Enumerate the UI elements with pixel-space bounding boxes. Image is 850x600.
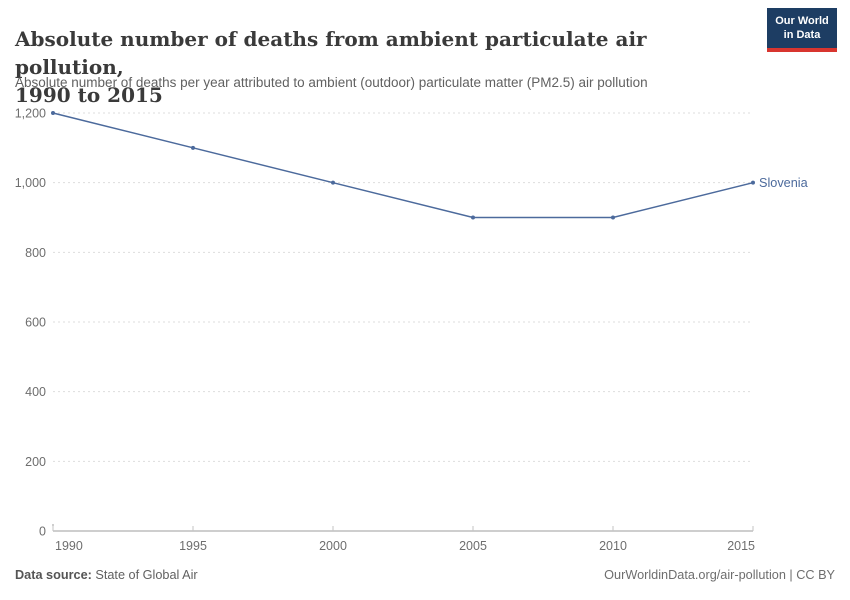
slovenia-line[interactable] — [52, 112, 754, 219]
x-tick-label: 2005 — [459, 539, 487, 553]
line-chart-svg: 0 200 400 600 800 1,000 1,200 1990 1995 2000 2005 2… — [15, 107, 809, 554]
line-chart-area[interactable]: 0 200 400 600 800 1,000 1,200 1990 1995 2000 2005 2… — [0, 100, 850, 560]
owid-logo: Our World in Data — [767, 8, 837, 52]
slovenia-data-point[interactable] — [51, 111, 55, 115]
chart-subtitle: Absolute number of deaths per year attri… — [15, 75, 648, 90]
chart-footer: Data source: State of Global Air OurWorl… — [15, 568, 835, 582]
slovenia-data-point[interactable] — [331, 180, 335, 185]
y-tick-label: 600 — [25, 316, 46, 330]
slovenia-data-point[interactable] — [471, 215, 475, 220]
slovenia-data-point[interactable] — [191, 145, 195, 150]
y-tick-label: 1,000 — [15, 176, 46, 190]
x-tick-label: 2010 — [599, 539, 627, 553]
slovenia-data-point[interactable] — [751, 180, 755, 185]
y-tick-label: 1,200 — [15, 107, 46, 121]
x-tick-label: 1995 — [179, 539, 207, 553]
x-tick-label: 2000 — [319, 539, 347, 553]
series-end-label: Slovenia — [759, 176, 809, 190]
y-tick-label: 200 — [25, 455, 46, 469]
y-tick-label: 0 — [39, 525, 46, 539]
page-title: Absolute number of deaths from ambient p… — [15, 25, 745, 109]
y-tick-label: 400 — [25, 385, 46, 399]
data-source: Data source: State of Global Air — [15, 568, 198, 582]
page-title-line2: 1990 to 2015 — [15, 83, 163, 108]
page-title-line1: Absolute number of deaths from ambient p… — [15, 27, 647, 80]
slovenia-data-point[interactable] — [611, 215, 615, 220]
x-tick-label: 2015 — [727, 539, 755, 553]
data-source-value: State of Global Air — [95, 568, 198, 582]
attribution-link[interactable]: OurWorldinData.org/air-pollution | CC BY — [604, 568, 835, 582]
x-tick-label: 1990 — [55, 539, 83, 553]
data-source-label: Data source: — [15, 568, 92, 582]
owid-logo-line1: Our World — [775, 15, 829, 27]
owid-logo-line2: in Data — [783, 29, 821, 42]
y-tick-label: 800 — [25, 246, 46, 260]
